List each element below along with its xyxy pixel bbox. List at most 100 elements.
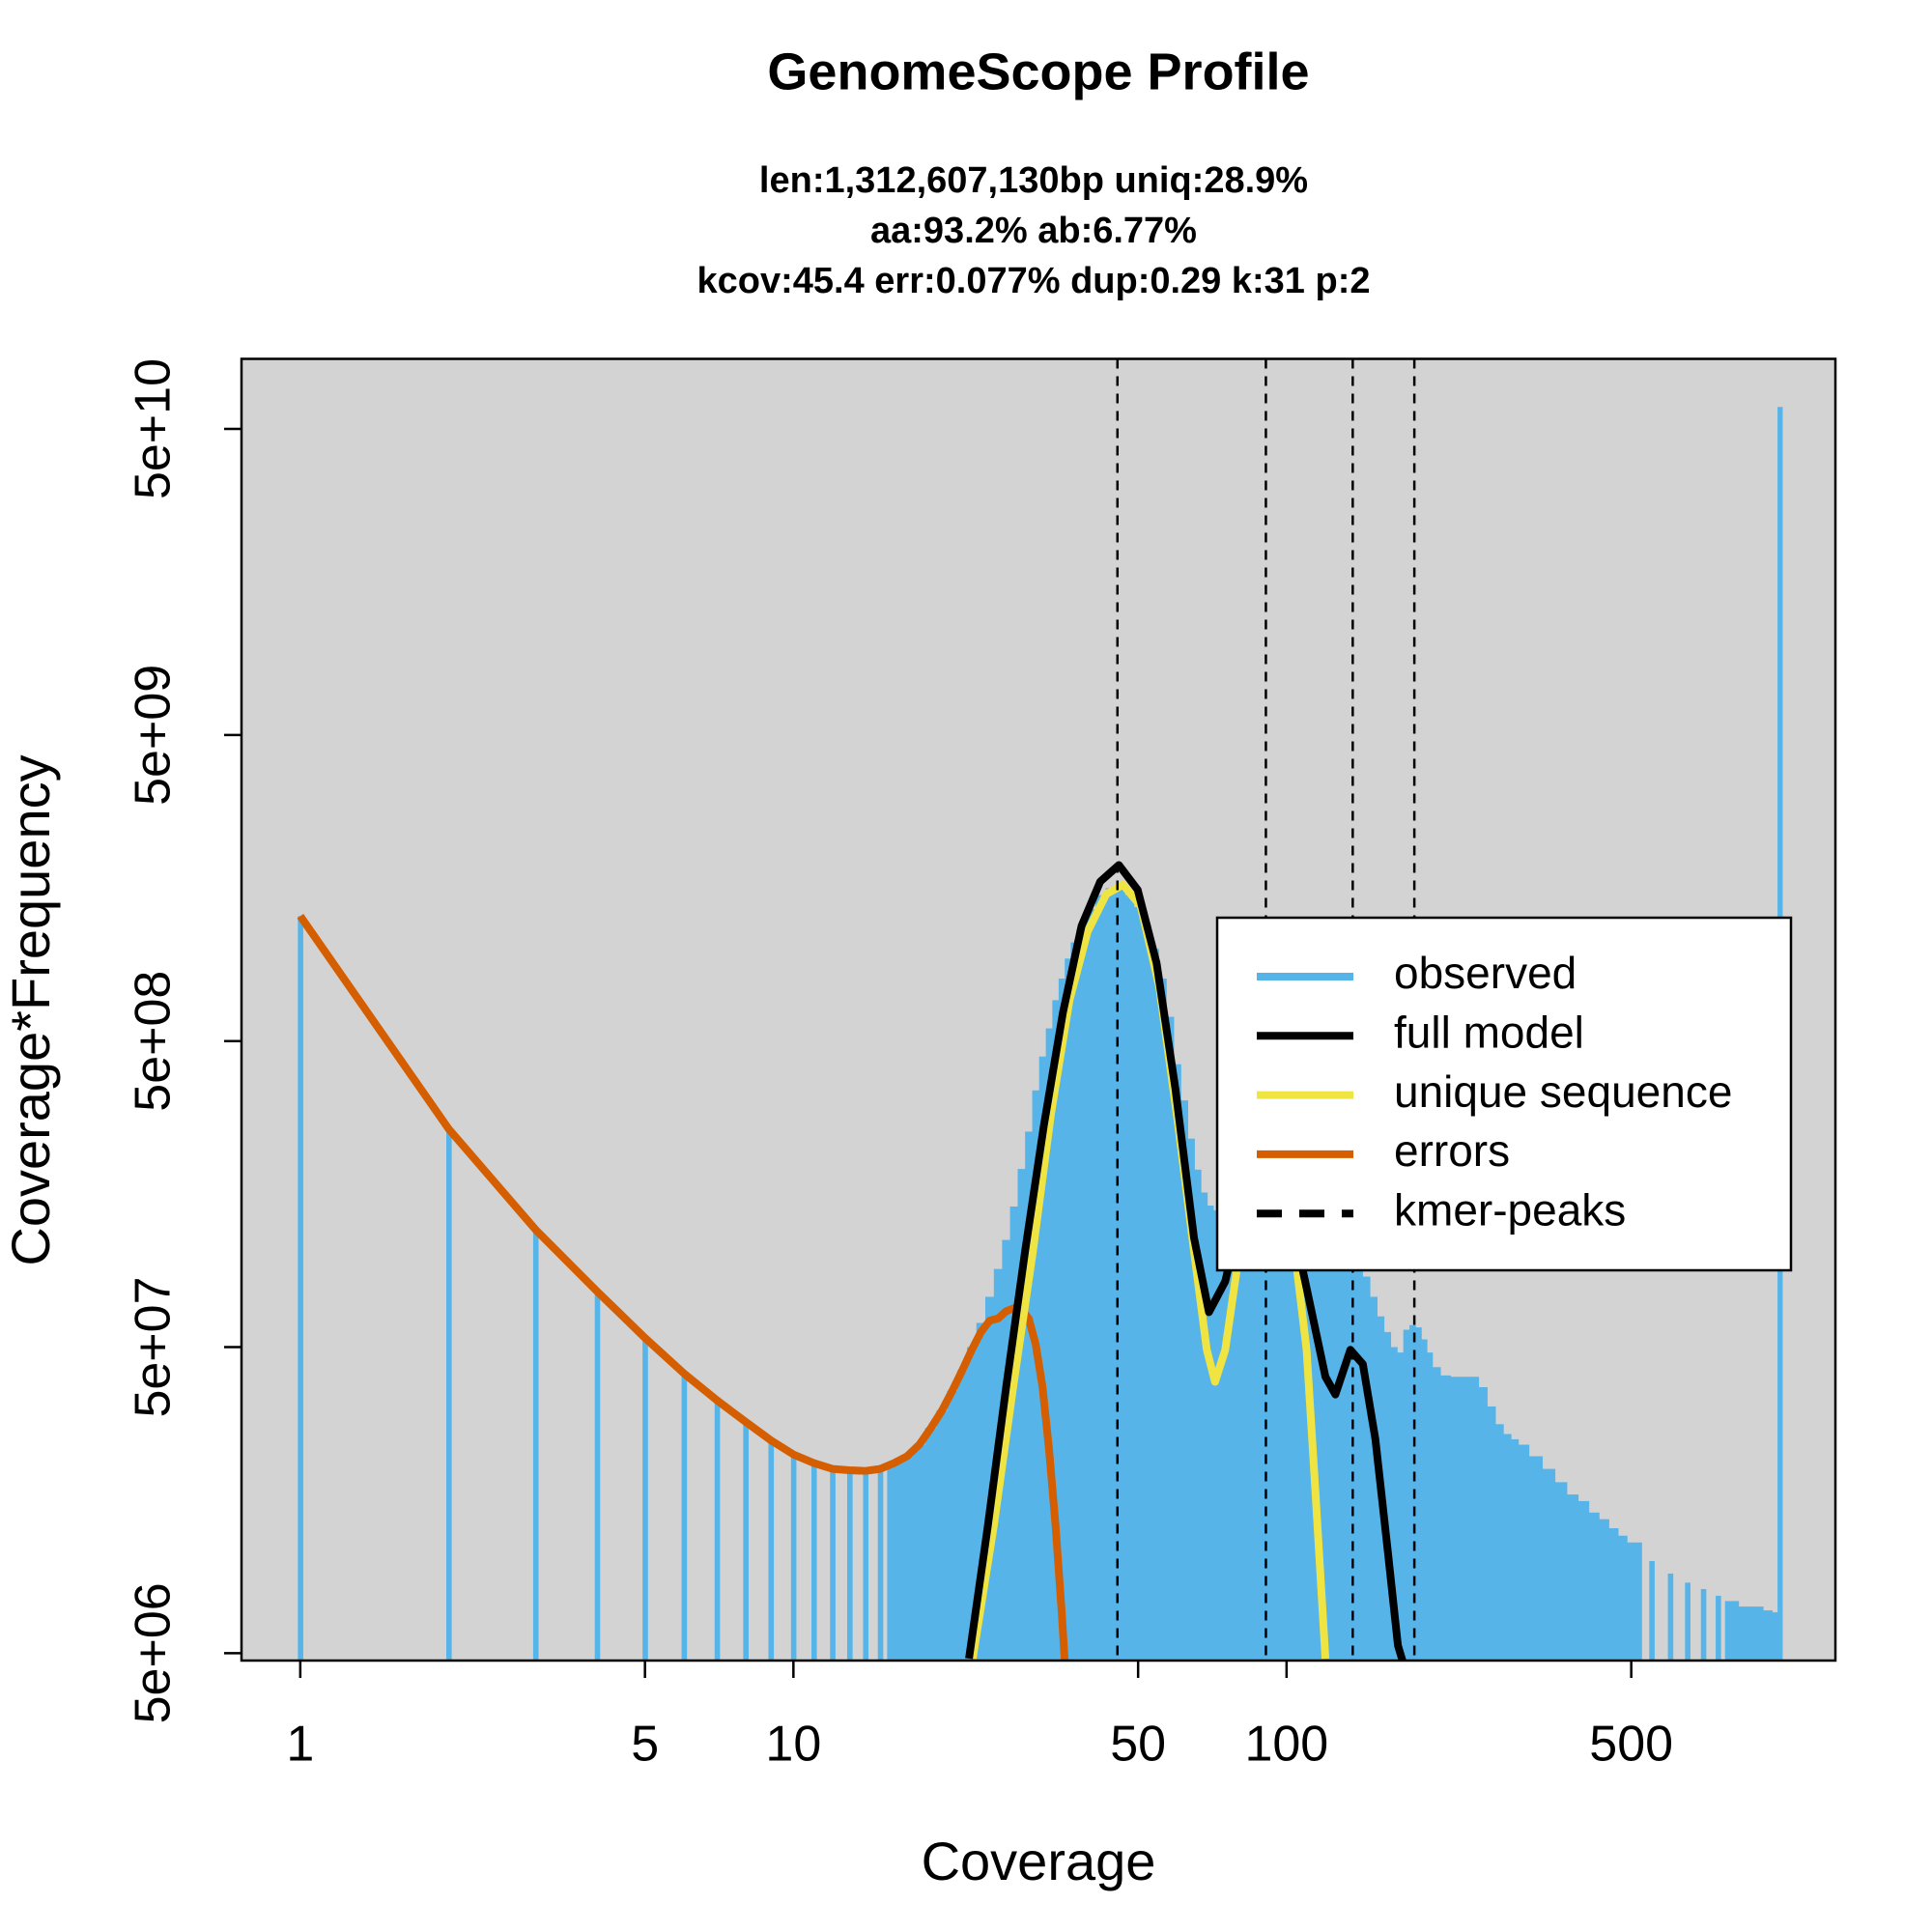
observed-bar (1450, 1377, 1462, 1661)
plot-area (297, 358, 1783, 1661)
observed-bar (830, 1468, 836, 1661)
observed-bar (1390, 1347, 1398, 1661)
observed-bar (1427, 1352, 1434, 1661)
observed-bar (1528, 1456, 1544, 1661)
chart-title: GenomeScope Profile (767, 43, 1309, 100)
observed-bar (1076, 928, 1083, 1661)
observed-bar (1280, 1178, 1286, 1661)
observed-bar (1478, 1386, 1488, 1661)
observed-bar (1115, 888, 1126, 1661)
observed-bar (1750, 1606, 1764, 1661)
observed-bar (1009, 1206, 1019, 1661)
observed-bar (1158, 979, 1167, 1661)
observed-bar (1409, 1324, 1416, 1661)
observed-bar (1415, 1327, 1422, 1661)
observed-bar (1045, 1028, 1053, 1661)
observed-bar (956, 1370, 968, 1661)
observed-bar (1142, 924, 1151, 1661)
x-tick-label: 50 (1110, 1717, 1166, 1773)
observed-bar (1354, 1262, 1363, 1661)
observed-bar (1362, 1276, 1371, 1661)
observed-bar (1577, 1500, 1590, 1661)
observed-bar (1194, 1169, 1202, 1661)
observed-bar (1518, 1444, 1530, 1661)
observed-bar (984, 1296, 995, 1661)
observed-bar (1772, 1612, 1778, 1661)
observed-bar (1082, 917, 1089, 1661)
observed-bar (1397, 1352, 1405, 1661)
model-line (965, 861, 1406, 1661)
observed-bar (1025, 1131, 1034, 1661)
observed-bar (1212, 1209, 1220, 1661)
observed-bar (1460, 1377, 1470, 1661)
observed-bar (1265, 1149, 1272, 1661)
observed-bar (594, 1291, 601, 1661)
y-tick-label: 5e+09 (126, 665, 182, 806)
observed-bar (913, 1444, 926, 1661)
observed-bar (877, 1468, 884, 1661)
observed-bar (1554, 1482, 1568, 1661)
observed-bar (1716, 1595, 1721, 1661)
observed-bar (1301, 1248, 1313, 1661)
observed-bar (1685, 1582, 1690, 1661)
observed-bar (1187, 1138, 1195, 1661)
subtitle: kcov:45.4 err:0.077% dup:0.29 k:31 p:2 (696, 261, 1370, 301)
observed-bar (1487, 1406, 1496, 1661)
legend-label: kmer-peaks (1394, 1184, 1626, 1235)
observed-bar (1421, 1339, 1428, 1661)
observed-bar (1724, 1601, 1740, 1661)
legend-label: unique sequence (1394, 1066, 1732, 1117)
observed-bar (1225, 1201, 1232, 1661)
observed-bar (1230, 1184, 1237, 1661)
y-tick-label: 5e+07 (126, 1277, 182, 1418)
observed-bar (1432, 1367, 1441, 1661)
observed-bar (1124, 895, 1135, 1661)
observed-bar (1494, 1424, 1504, 1661)
observed-bar (1469, 1377, 1480, 1661)
x-axis-label: Coverage (922, 1831, 1156, 1891)
observed-bar (642, 1337, 648, 1661)
observed-bar (1566, 1494, 1579, 1661)
observed-bar (298, 916, 303, 1661)
observed-bar (1251, 1143, 1258, 1661)
observed-bar (1095, 895, 1107, 1661)
observed-bar (1347, 1255, 1356, 1661)
observed-bar (1087, 909, 1096, 1661)
observed-bar (1321, 1264, 1331, 1661)
observed-bar (1032, 1090, 1040, 1661)
plot-frame (240, 357, 1837, 1662)
observed-bar (768, 1440, 775, 1661)
observed-bar (847, 1469, 853, 1661)
observed-bar (1588, 1512, 1600, 1661)
x-tick-label: 1 (286, 1717, 314, 1773)
observed-bar (714, 1400, 721, 1661)
observed-bar (1070, 942, 1077, 1661)
observed-bar (967, 1347, 978, 1661)
observed-bar (947, 1390, 958, 1661)
observed-bar (790, 1454, 797, 1661)
legend-label: full model (1394, 1007, 1584, 1057)
observed-bar (1511, 1438, 1520, 1661)
observed-bar (1649, 1560, 1655, 1661)
observed-bar (1180, 1100, 1188, 1661)
observed-bar (1173, 1064, 1181, 1661)
observed-bar (1201, 1192, 1208, 1661)
observed-bar (1738, 1606, 1752, 1661)
y-tick-label: 5e+08 (126, 971, 182, 1112)
y-tick-label: 5e+10 (126, 358, 182, 499)
observed-bar (1052, 1000, 1060, 1661)
observed-bar (1166, 1016, 1175, 1661)
observed-bar (532, 1229, 539, 1661)
y-tick-label: 5e+06 (126, 1582, 182, 1723)
observed-bar (1236, 1169, 1242, 1661)
subtitle: aa:93.2% ab:6.77% (870, 211, 1197, 251)
observed-bar (1133, 907, 1144, 1661)
observed-bar (1038, 1056, 1047, 1661)
observed-bar (900, 1456, 914, 1661)
observed-bar (887, 1463, 901, 1661)
model-line (297, 914, 1069, 1661)
observed-bar (1261, 1144, 1267, 1661)
observed-bar (446, 1128, 452, 1661)
legend-label: errors (1394, 1125, 1510, 1176)
